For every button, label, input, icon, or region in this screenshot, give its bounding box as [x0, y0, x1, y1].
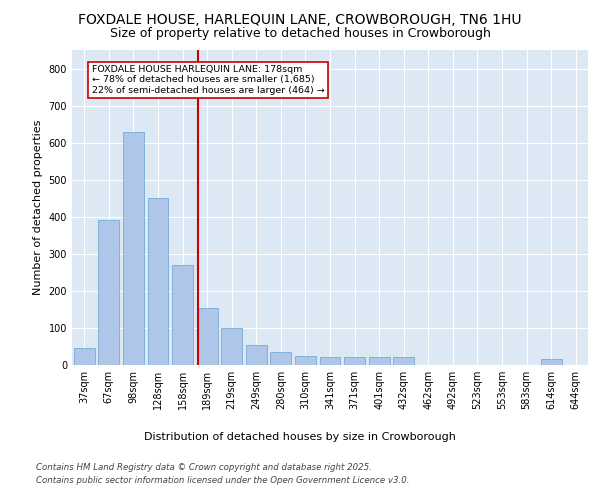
Bar — [320, 357, 340, 365]
Bar — [197, 308, 218, 365]
Bar — [74, 348, 95, 365]
Bar — [98, 220, 119, 365]
Bar — [123, 132, 144, 365]
Bar — [368, 357, 389, 365]
Bar — [172, 265, 193, 365]
Text: Contains public sector information licensed under the Open Government Licence v3: Contains public sector information licen… — [36, 476, 409, 485]
Bar — [246, 344, 267, 365]
Bar — [271, 352, 292, 365]
Text: Distribution of detached houses by size in Crowborough: Distribution of detached houses by size … — [144, 432, 456, 442]
Bar — [541, 360, 562, 365]
Text: FOXDALE HOUSE, HARLEQUIN LANE, CROWBOROUGH, TN6 1HU: FOXDALE HOUSE, HARLEQUIN LANE, CROWBOROU… — [78, 12, 522, 26]
Text: Size of property relative to detached houses in Crowborough: Size of property relative to detached ho… — [110, 28, 490, 40]
Bar — [393, 357, 414, 365]
Text: Contains HM Land Registry data © Crown copyright and database right 2025.: Contains HM Land Registry data © Crown c… — [36, 462, 372, 471]
Y-axis label: Number of detached properties: Number of detached properties — [33, 120, 43, 295]
Text: FOXDALE HOUSE HARLEQUIN LANE: 178sqm
← 78% of detached houses are smaller (1,685: FOXDALE HOUSE HARLEQUIN LANE: 178sqm ← 7… — [92, 65, 325, 94]
Bar — [295, 356, 316, 365]
Bar — [221, 328, 242, 365]
Bar — [148, 198, 169, 365]
Bar — [344, 357, 365, 365]
